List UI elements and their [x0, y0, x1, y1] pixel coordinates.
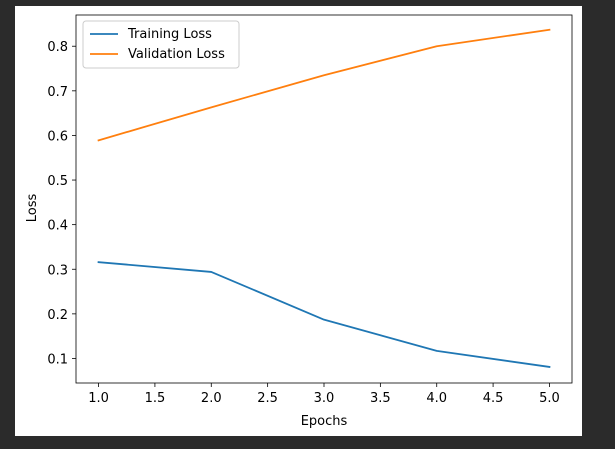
x-tick-label: 1.0 [88, 391, 109, 406]
x-tick-label: 5.0 [539, 391, 560, 406]
series-line-training-loss [97, 261, 551, 368]
x-tick-label: 3.5 [370, 391, 391, 406]
x-axis-label: Epochs [301, 414, 348, 429]
y-tick-label: 0.4 [47, 219, 68, 234]
figure: 1.0 1.5 2.0 2.5 3.0 3.5 4.0 4.5 5.0 0.1 0.2 0.3 0.4… [15, 6, 582, 436]
y-tick-label: 0.1 [47, 352, 68, 367]
line-chart: 1.0 1.5 2.0 2.5 3.0 3.5 4.0 4.5 5.0 0.1 0.2 0.3 0.4… [25, 14, 573, 429]
y-tick-label: 0.3 [47, 263, 68, 278]
axes-border [75, 14, 573, 384]
y-tick-label: 0.2 [47, 308, 68, 323]
series-line-validation-loss [97, 28, 551, 142]
x-tick-label: 2.0 [201, 391, 222, 406]
y-tick-label: 0.8 [47, 40, 68, 55]
x-tick-label: 1.5 [145, 391, 166, 406]
x-tick-label: 4.0 [426, 391, 447, 406]
x-tick-label: 4.5 [483, 391, 504, 406]
legend-label-training-loss: Training Loss [127, 27, 212, 42]
y-tick-label: 0.5 [47, 174, 68, 189]
legend: Training Loss Validation Loss [82, 20, 240, 69]
legend-box [82, 20, 240, 69]
plot-area [97, 28, 551, 368]
y-tick-label: 0.6 [47, 129, 68, 144]
x-tick-label: 3.0 [314, 391, 335, 406]
x-axis: 1.0 1.5 2.0 2.5 3.0 3.5 4.0 4.5 5.0 [88, 383, 560, 406]
legend-label-validation-loss: Validation Loss [128, 47, 225, 62]
x-tick-label: 2.5 [257, 391, 278, 406]
axes-frame [75, 14, 573, 384]
y-axis-label: Loss [25, 194, 40, 223]
y-tick-label: 0.7 [47, 85, 68, 100]
y-axis: 0.1 0.2 0.3 0.4 0.5 0.6 0.7 0.8 [47, 40, 76, 367]
